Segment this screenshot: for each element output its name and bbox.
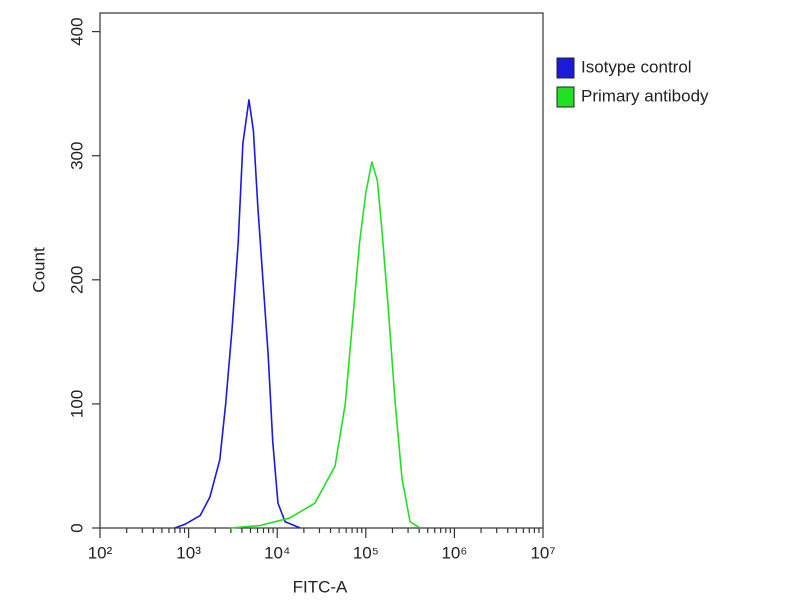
x-tick-label: 10⁵ — [353, 543, 379, 562]
histogram-line — [174, 99, 301, 529]
y-axis-label: Count — [29, 247, 48, 293]
y-tick-label: 200 — [67, 266, 86, 294]
x-tick-label: 10⁷ — [530, 543, 555, 562]
y-tick-label: 0 — [67, 523, 86, 532]
x-tick-label: 10³ — [176, 543, 201, 562]
legend-swatch — [556, 86, 575, 108]
x-axis-label: FITC-A — [293, 577, 348, 596]
y-tick-label: 400 — [67, 17, 86, 45]
legend-label: Isotype control — [581, 57, 692, 76]
x-tick-label: 10⁶ — [441, 543, 467, 562]
legend-label: Primary antibody — [581, 86, 709, 105]
x-tick-label: 10² — [88, 543, 113, 562]
x-tick-label: 10⁴ — [264, 543, 290, 562]
plot-frame — [99, 12, 544, 529]
y-tick-label: 100 — [67, 390, 86, 418]
legend-swatch — [556, 57, 575, 79]
y-tick-label: 300 — [67, 142, 86, 170]
histogram-line — [230, 161, 421, 529]
